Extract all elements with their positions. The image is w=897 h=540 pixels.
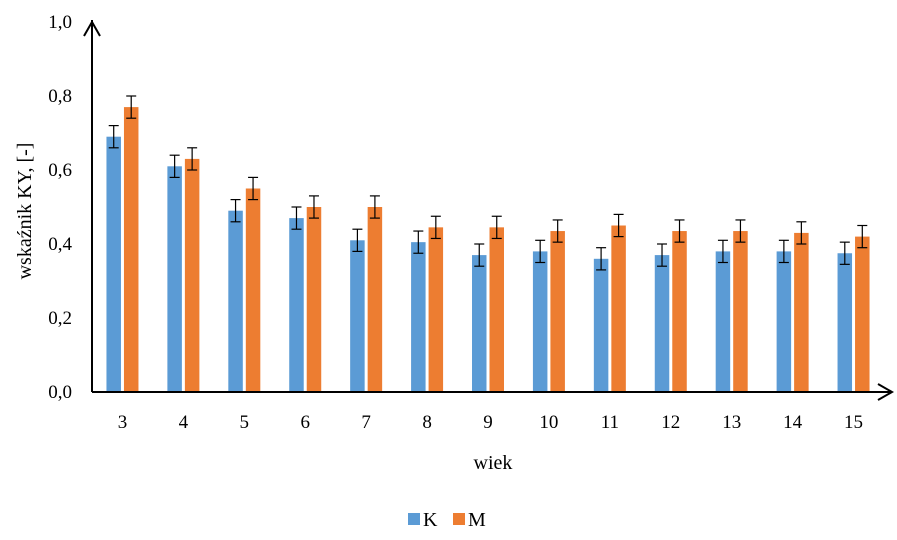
error-bar-M-6 <box>308 195 319 219</box>
error-bar-K-3 <box>108 124 119 149</box>
error-bar-M-7 <box>369 195 380 219</box>
bar-K-4 <box>167 166 182 392</box>
y-axis-title: wskaźnik KY, [-] <box>14 143 36 280</box>
x-tick-label: 11 <box>601 412 619 433</box>
error-bar-M-15 <box>857 224 868 249</box>
bar-M-13 <box>733 231 748 392</box>
error-bar-M-11 <box>613 213 624 238</box>
tick-labels-layer: 3 4 5 6 7 8 9 10 11 12 13 14 15 0,0 0,2 0,4 0,6 0,8 1,0 <box>48 12 863 433</box>
y-tick-label: 0,2 <box>48 308 72 329</box>
error-bar-M-14 <box>796 221 807 245</box>
x-tick-label: 7 <box>361 412 371 433</box>
axes-layer <box>83 19 895 401</box>
y-tick-label: 1,0 <box>48 12 72 33</box>
bar-K-3 <box>106 136 121 392</box>
bar-K-14 <box>776 251 792 392</box>
error-bars-layer <box>108 95 868 271</box>
error-bar-M-10 <box>552 219 563 243</box>
error-bar-K-13 <box>717 239 728 264</box>
x-axis-arrow <box>877 383 895 401</box>
error-bar-K-5 <box>230 199 241 223</box>
bar-K-13 <box>715 251 731 392</box>
y-tick-label: 0,0 <box>48 382 72 403</box>
error-bar-K-4 <box>169 154 180 178</box>
y-tick-label: 0,8 <box>48 86 72 107</box>
legend-label: K <box>423 509 438 531</box>
x-tick-label: 5 <box>240 412 250 433</box>
error-bar-K-10 <box>535 239 546 264</box>
error-bar-K-15 <box>839 241 850 265</box>
error-bar-K-9 <box>474 243 485 267</box>
error-bar-M-4 <box>187 147 198 171</box>
error-bar-M-8 <box>430 215 441 240</box>
error-bar-M-13 <box>735 219 746 243</box>
legend-item-K: K <box>408 509 438 531</box>
bar-M-14 <box>794 232 809 392</box>
bar-M-6 <box>306 207 322 392</box>
bar-K-5 <box>228 210 243 392</box>
bar-M-15 <box>855 236 870 392</box>
x-tick-label: 15 <box>844 412 863 433</box>
error-bar-K-8 <box>413 230 424 254</box>
x-tick-label: 12 <box>661 412 680 433</box>
bar-K-7 <box>350 240 365 392</box>
x-tick-label: 13 <box>722 412 741 433</box>
error-bar-K-12 <box>657 243 668 267</box>
x-tick-label: 9 <box>483 412 493 433</box>
x-tick-label: 8 <box>422 412 432 433</box>
bar-K-10 <box>532 251 548 392</box>
x-axis-title: wiek <box>474 452 513 474</box>
legend-label: M <box>468 509 486 531</box>
legend-swatch <box>408 513 420 525</box>
error-bar-M-3 <box>126 95 137 119</box>
bar-M-11 <box>611 225 626 392</box>
legend-item-M: M <box>453 509 486 531</box>
y-tick-label: 0,6 <box>48 160 72 181</box>
error-bar-K-14 <box>778 239 789 264</box>
bar-M-7 <box>367 207 383 392</box>
bars-layer <box>106 107 870 392</box>
error-bar-M-5 <box>248 176 259 201</box>
bar-M-5 <box>245 188 261 392</box>
bar-K-15 <box>837 253 853 392</box>
bar-M-10 <box>550 231 565 392</box>
x-tick-label: 4 <box>179 412 189 433</box>
bar-K-9 <box>472 255 487 392</box>
x-tick-label: 14 <box>783 412 803 433</box>
y-axis-arrow <box>83 19 101 37</box>
x-tick-label: 10 <box>539 412 558 433</box>
bar-K-8 <box>411 242 426 392</box>
error-bar-K-7 <box>352 228 363 252</box>
bar-K-12 <box>654 255 670 392</box>
bar-K-11 <box>593 258 609 392</box>
bar-M-4 <box>184 158 200 392</box>
bar-M-12 <box>672 231 687 392</box>
bar-M-8 <box>428 227 444 392</box>
legend-swatch <box>453 513 465 525</box>
bar-M-9 <box>489 227 504 392</box>
bar-K-6 <box>289 218 304 392</box>
bar-M-3 <box>123 107 139 392</box>
error-bar-M-9 <box>491 215 502 240</box>
y-tick-label: 0,4 <box>48 234 72 255</box>
error-bar-K-11 <box>596 247 607 271</box>
error-bar-K-6 <box>291 206 302 230</box>
x-tick-label: 3 <box>118 412 128 433</box>
x-tick-label: 6 <box>300 412 310 433</box>
error-bar-M-12 <box>674 219 685 243</box>
